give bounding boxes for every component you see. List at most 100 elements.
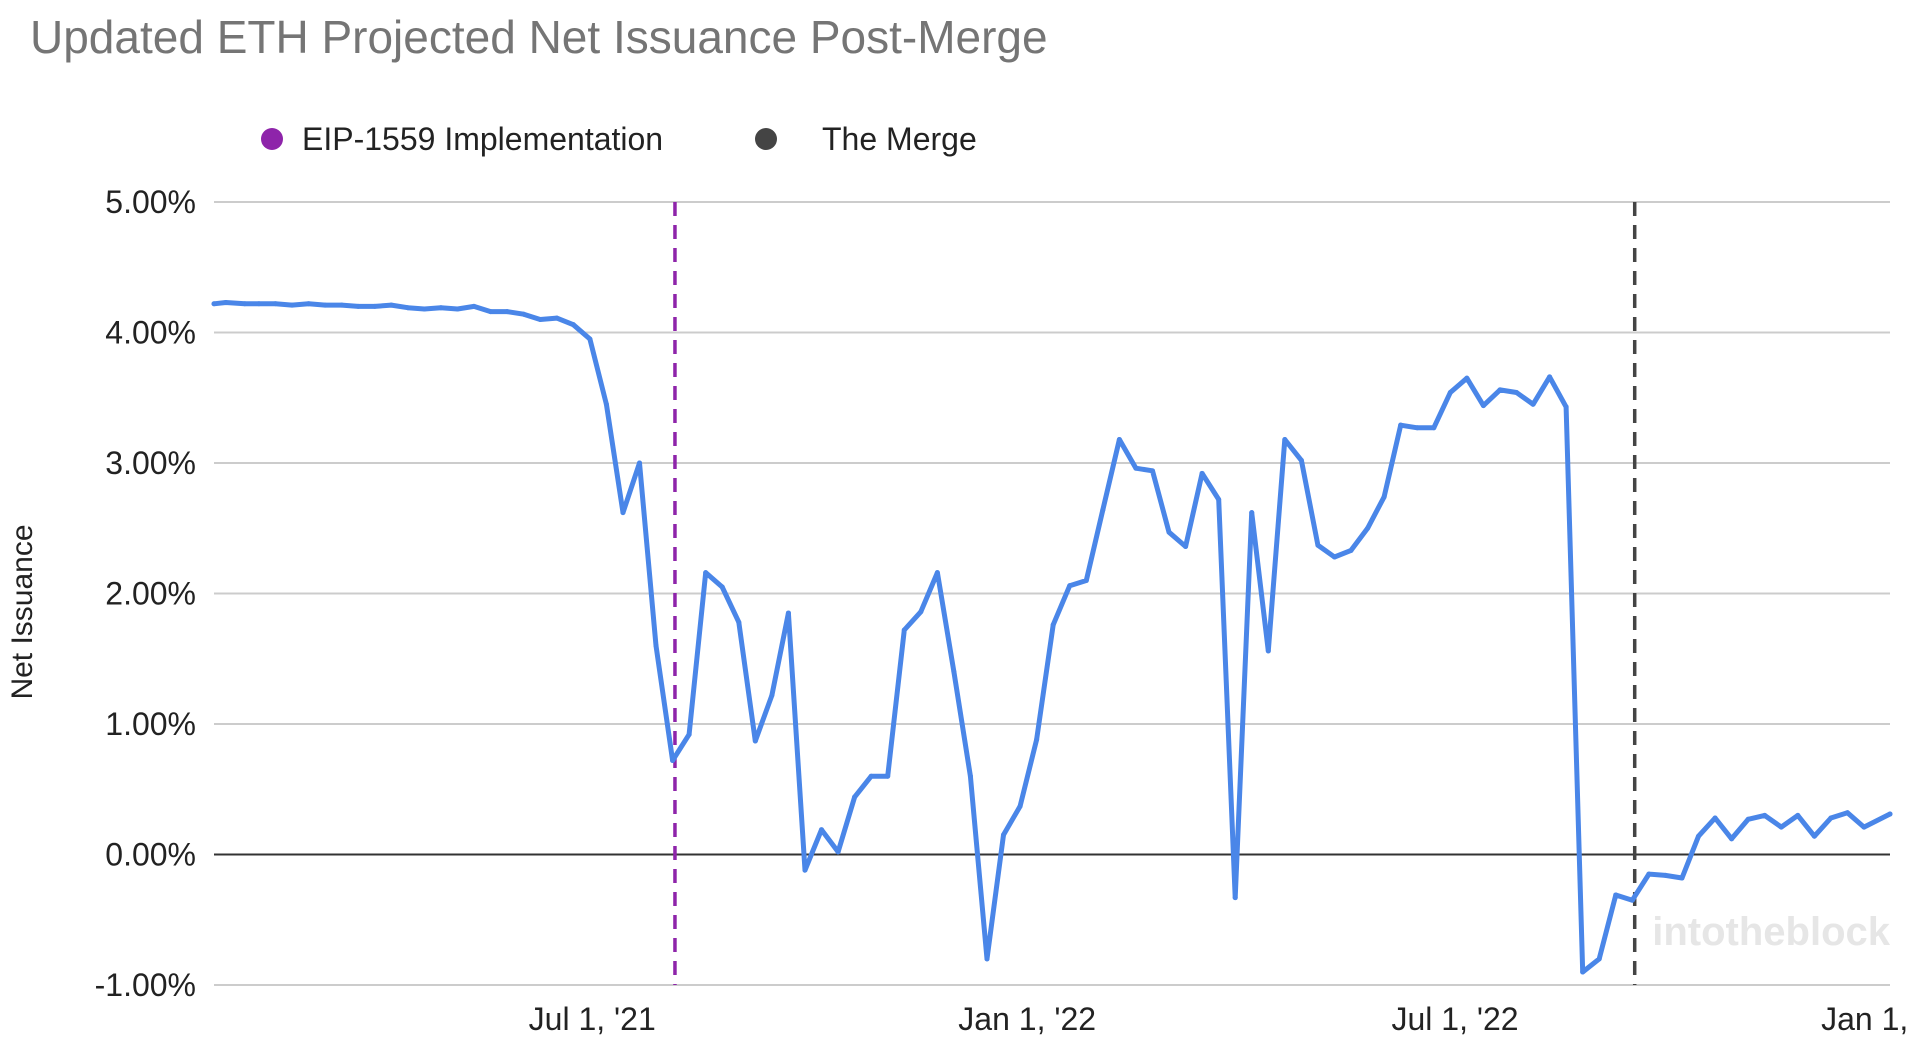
data-point [752, 738, 758, 744]
data-point [372, 303, 378, 309]
data-point [537, 316, 543, 322]
series-points [211, 299, 1893, 975]
data-point [1183, 544, 1189, 550]
data-point [1414, 425, 1420, 431]
data-point [211, 301, 217, 307]
data-point [1679, 875, 1685, 881]
data-point [802, 867, 808, 873]
data-point [242, 301, 248, 307]
data-point [1530, 401, 1536, 407]
legend-label: EIP-1559 Implementation [302, 121, 663, 157]
data-point [554, 315, 560, 321]
data-point [1315, 542, 1321, 548]
data-point [339, 302, 345, 308]
data-point [1001, 832, 1007, 838]
y-tick-label: 0.00% [105, 837, 196, 873]
data-point [1216, 497, 1222, 503]
data-point [1348, 547, 1354, 553]
data-point [918, 609, 924, 615]
data-point [769, 692, 775, 698]
data-point [951, 669, 957, 675]
data-point [620, 510, 626, 516]
data-point [454, 306, 460, 312]
data-point [1149, 468, 1155, 474]
legend: EIP-1559 Implementation The Merge [261, 121, 977, 157]
data-point [1563, 404, 1569, 410]
legend-item: EIP-1559 Implementation [261, 121, 663, 157]
event-lines [673, 202, 1637, 985]
data-point [1034, 737, 1040, 743]
data-point [488, 309, 494, 315]
data-point [1331, 554, 1337, 560]
legend-marker [755, 128, 777, 150]
data-point [1265, 648, 1271, 654]
data-point [868, 773, 874, 779]
data-point [306, 301, 312, 307]
legend-item: The Merge [755, 121, 977, 157]
x-axis: Jul 1, '21 Jan 1, '22 Jul 1, '22 Jan 1, '23 [529, 1001, 1918, 1037]
data-point [1795, 812, 1801, 818]
data-point [1629, 897, 1635, 903]
data-point [1828, 815, 1834, 821]
data-point [1100, 507, 1106, 513]
series-group [211, 299, 1893, 975]
y-tick-label: 5.00% [105, 184, 196, 220]
x-tick-label: Jul 1, '22 [1392, 1001, 1519, 1037]
data-point [1811, 833, 1817, 839]
data-point [1844, 810, 1850, 816]
chart-title: Updated ETH Projected Net Issuance Post-… [30, 11, 1048, 63]
data-point [1662, 872, 1668, 878]
y-axis-title: Net Issuance [6, 524, 39, 699]
data-point [471, 303, 477, 309]
data-point [1712, 815, 1718, 821]
data-point [1017, 803, 1023, 809]
data-point [1365, 525, 1371, 531]
x-tick-label: Jan 1, '23 [1821, 1001, 1918, 1037]
data-point [1431, 425, 1437, 431]
data-point [1778, 824, 1784, 830]
data-point [703, 570, 709, 576]
data-point [637, 460, 643, 466]
data-point [1133, 465, 1139, 471]
data-point [885, 773, 891, 779]
data-point [1861, 824, 1867, 830]
y-tick-label: -1.00% [95, 967, 196, 1003]
data-point [1447, 390, 1453, 396]
data-point [1547, 374, 1553, 380]
data-point [223, 299, 229, 305]
data-point [1646, 871, 1652, 877]
data-point [603, 401, 609, 407]
data-point [521, 311, 527, 317]
data-point [1166, 529, 1172, 535]
data-point [1050, 622, 1056, 628]
watermark-text: intotheblock [1652, 910, 1891, 954]
data-point [1083, 577, 1089, 583]
y-tick-label: 4.00% [105, 315, 196, 351]
data-point [1298, 457, 1304, 463]
data-point [1232, 895, 1238, 901]
data-point [1116, 437, 1122, 443]
gridlines [214, 201, 1890, 986]
data-point [570, 322, 576, 328]
legend-label: The Merge [822, 121, 977, 157]
data-point [1480, 403, 1486, 409]
y-tick-label: 1.00% [105, 706, 196, 742]
data-point [1514, 390, 1520, 396]
data-point [1398, 422, 1404, 428]
data-point [1497, 387, 1503, 393]
data-point [421, 306, 427, 312]
data-point [1762, 812, 1768, 818]
y-axis: 5.00% 4.00% 3.00% 2.00% 1.00% 0.00% -1.00% [95, 184, 196, 1003]
data-point [1282, 437, 1288, 443]
x-tick-label: Jul 1, '21 [529, 1001, 656, 1037]
data-point [1249, 510, 1255, 516]
y-tick-label: 2.00% [105, 576, 196, 612]
data-point [653, 643, 659, 649]
data-point [1381, 494, 1387, 500]
data-point [835, 849, 841, 855]
data-point [785, 610, 791, 616]
data-point [1464, 375, 1470, 381]
data-point [1613, 892, 1619, 898]
series-line [211, 300, 1893, 975]
